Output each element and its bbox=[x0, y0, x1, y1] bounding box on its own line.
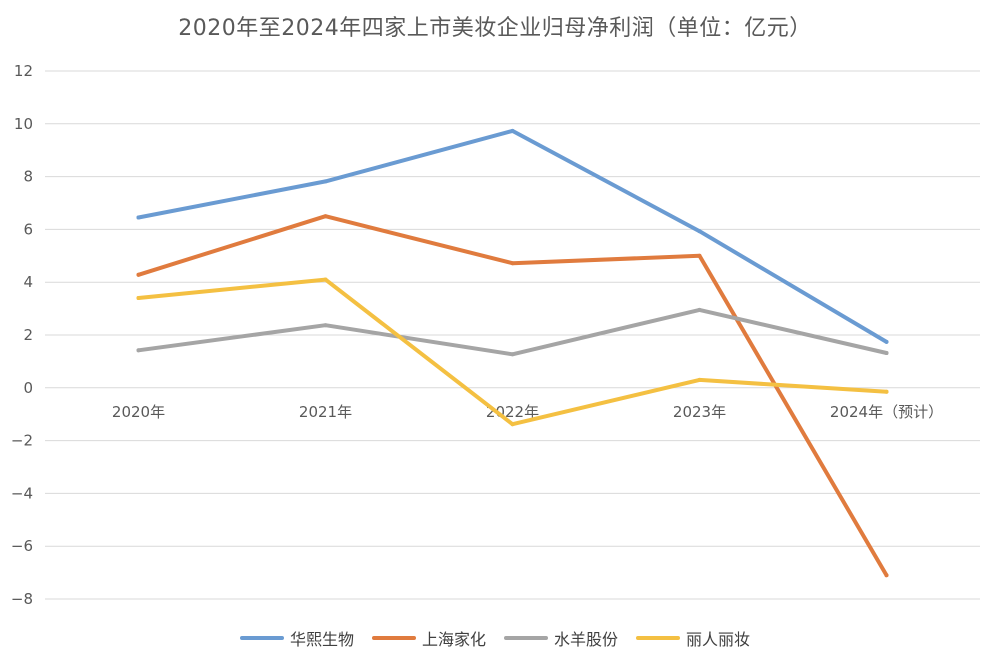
series-line-3 bbox=[136, 307, 889, 357]
x-tick-label: 2023年 bbox=[673, 403, 726, 421]
y-tick-label: −6 bbox=[11, 537, 33, 555]
legend-item: 丽人丽妆 bbox=[636, 626, 750, 650]
data-point bbox=[510, 261, 515, 266]
legend: 华熙生物 上海家化 水羊股份 丽人丽妆 bbox=[0, 626, 990, 650]
x-tick-label: 2024年（预计） bbox=[830, 403, 943, 421]
x-tick-label: 2021年 bbox=[299, 403, 352, 421]
y-tick-label: −8 bbox=[11, 590, 33, 608]
series-line-1 bbox=[136, 128, 889, 344]
data-point bbox=[510, 422, 515, 427]
legend-item: 华熙生物 bbox=[239, 626, 354, 650]
data-point bbox=[510, 352, 515, 357]
legend-item: 上海家化 bbox=[371, 626, 486, 650]
legend-swatch bbox=[239, 636, 284, 640]
data-point bbox=[323, 214, 328, 219]
y-tick-label: 10 bbox=[14, 115, 33, 133]
data-point bbox=[510, 128, 515, 133]
y-tick-label: 0 bbox=[23, 379, 33, 397]
y-tick-label: 4 bbox=[23, 273, 33, 291]
data-point bbox=[136, 215, 141, 220]
y-tick-label: 6 bbox=[23, 220, 33, 238]
y-tick-label: 12 bbox=[14, 62, 33, 80]
legend-label: 丽人丽妆 bbox=[686, 630, 751, 649]
data-point bbox=[136, 348, 141, 353]
data-point bbox=[323, 277, 328, 282]
y-tick-label: 8 bbox=[23, 168, 33, 186]
y-tick-label: 2 bbox=[23, 326, 33, 344]
legend-item: 水羊股份 bbox=[504, 626, 618, 650]
legend-swatch bbox=[636, 636, 681, 640]
legend-label: 上海家化 bbox=[421, 630, 486, 649]
data-point bbox=[884, 350, 889, 355]
legend-swatch bbox=[504, 636, 548, 640]
data-point bbox=[697, 377, 702, 382]
legend-label: 水羊股份 bbox=[554, 630, 619, 649]
y-tick-label: −4 bbox=[11, 484, 33, 502]
data-point bbox=[697, 253, 702, 258]
legend-label: 华熙生物 bbox=[289, 630, 354, 649]
chart-title: 2020年至2024年四家上市美妆企业归母净利润（单位：亿元） bbox=[178, 16, 812, 41]
legend-swatch bbox=[371, 636, 416, 640]
data-point bbox=[136, 272, 141, 277]
x-tick-label: 2020年 bbox=[112, 403, 165, 421]
series-line-2 bbox=[136, 214, 889, 578]
data-point bbox=[136, 296, 141, 301]
data-point bbox=[884, 573, 889, 578]
y-tick-label: −2 bbox=[11, 432, 33, 450]
data-point bbox=[884, 339, 889, 344]
data-point bbox=[884, 389, 889, 394]
data-point bbox=[697, 229, 702, 234]
data-point bbox=[323, 323, 328, 328]
data-point bbox=[697, 307, 702, 312]
data-point bbox=[323, 179, 328, 184]
